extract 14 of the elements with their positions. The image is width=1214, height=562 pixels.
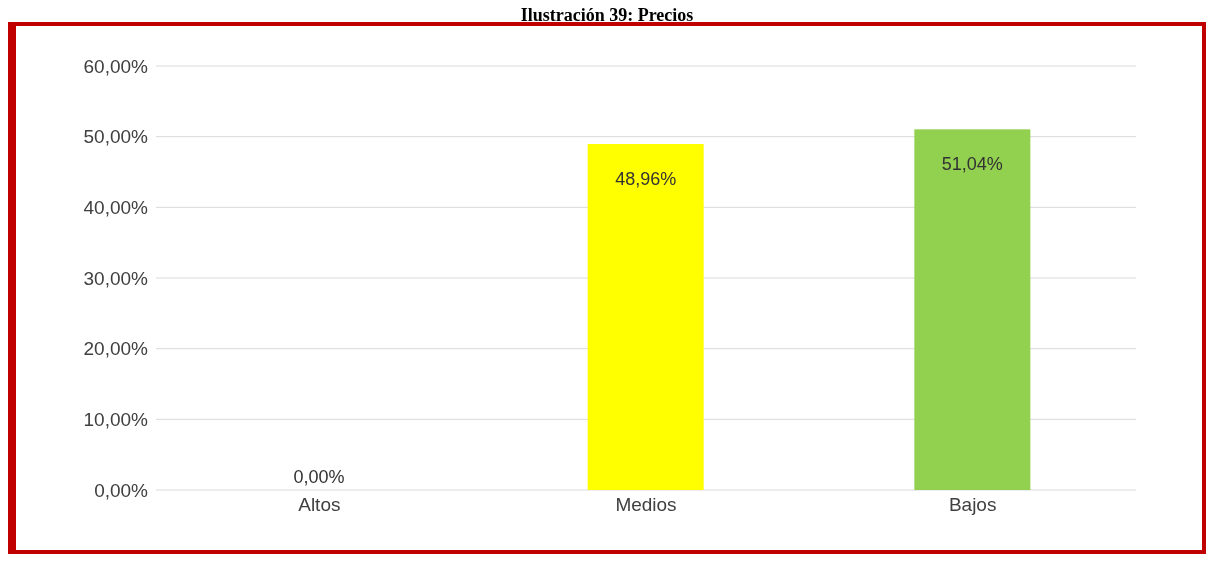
chart-title: Ilustración 39: Precios xyxy=(519,5,695,25)
x-tick-label: Medios xyxy=(615,494,677,516)
x-tick-label: Altos xyxy=(298,494,341,516)
y-tick-label: 50,00% xyxy=(83,126,149,148)
data-label: 48,96% xyxy=(615,168,677,189)
data-label: 51,04% xyxy=(941,154,1003,175)
y-tick-label: 10,00% xyxy=(83,409,149,431)
y-tick-label: 20,00% xyxy=(83,338,149,360)
y-tick-label: 30,00% xyxy=(83,267,149,289)
y-tick-label: 40,00% xyxy=(83,197,149,219)
data-label: 0,00% xyxy=(293,466,345,487)
y-tick-label: 0,00% xyxy=(94,479,149,501)
x-tick-label: Bajos xyxy=(948,494,997,516)
y-tick-label: 60,00% xyxy=(83,55,149,77)
